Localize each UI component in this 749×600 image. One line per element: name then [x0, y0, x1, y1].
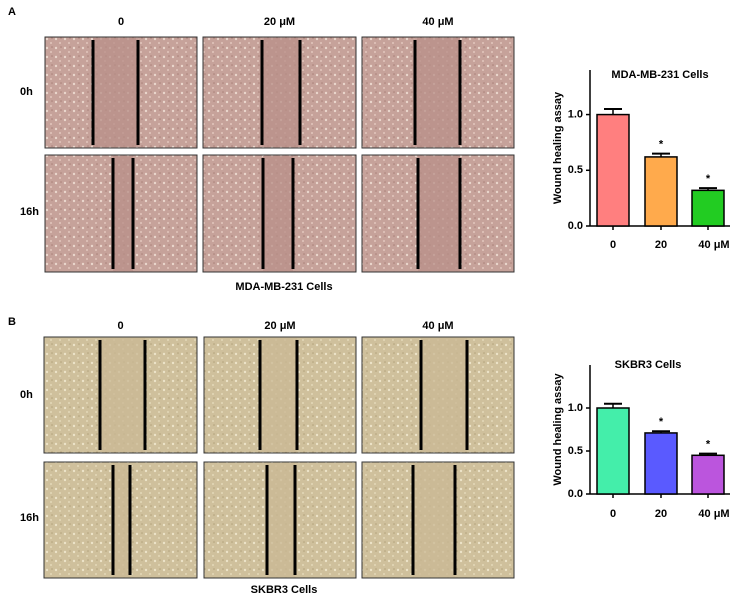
wound-gap	[100, 338, 145, 452]
panel-label: A	[8, 6, 16, 18]
y-axis-label: Wound healing assay	[552, 372, 564, 485]
wound-gap	[113, 463, 130, 577]
significance-mark: *	[659, 138, 664, 150]
column-header: 0	[118, 16, 124, 28]
x-tick-label: 20	[655, 508, 667, 520]
wound-gap	[262, 38, 300, 147]
wound-gap	[113, 156, 133, 271]
significance-mark: *	[706, 173, 711, 185]
wound-gap	[421, 338, 467, 452]
bar	[644, 156, 678, 227]
row-label: 0h	[20, 389, 33, 401]
row-label: 0h	[20, 86, 33, 98]
row-label: 16h	[20, 512, 39, 524]
wound-gap	[415, 38, 460, 147]
column-header: 0	[117, 320, 123, 332]
x-tick-label: 40 μM	[698, 508, 729, 520]
wound-gap	[260, 338, 297, 452]
significance-mark: *	[659, 416, 664, 428]
bar	[596, 113, 630, 227]
panel-caption: SKBR3 Cells	[251, 584, 318, 596]
y-axis-label: Wound healing assay	[552, 91, 564, 204]
bar	[596, 407, 630, 495]
y-tick-label: 0.0	[568, 220, 583, 232]
column-header: 40 μM	[422, 320, 453, 332]
wound-gap	[413, 463, 455, 577]
y-tick-label: 1.0	[568, 402, 583, 414]
wound-gap	[418, 156, 460, 271]
x-tick-label: 40 μM	[698, 239, 729, 251]
row-label: 16h	[20, 206, 39, 218]
y-tick-label: 0.5	[568, 445, 583, 457]
wound-gap	[267, 463, 295, 577]
column-header: 20 μM	[264, 320, 295, 332]
y-tick-label: 0.0	[568, 488, 583, 500]
bar	[691, 189, 725, 227]
panel-caption: MDA-MB-231 Cells	[235, 281, 332, 293]
y-tick-label: 1.0	[568, 108, 583, 120]
y-tick-label: 0.5	[568, 164, 583, 176]
chart-title: MDA-MB-231 Cells	[611, 69, 708, 81]
bar	[691, 454, 725, 495]
x-tick-label: 0	[610, 239, 616, 251]
wound-gap	[263, 156, 293, 271]
chart-title: SKBR3 Cells	[615, 359, 682, 371]
column-header: 20 μM	[264, 16, 295, 28]
bar	[644, 432, 678, 495]
x-tick-label: 20	[655, 239, 667, 251]
x-tick-label: 0	[610, 508, 616, 520]
wound-gap	[93, 38, 138, 147]
column-header: 40 μM	[422, 16, 453, 28]
significance-mark: *	[706, 438, 711, 450]
panel-label: B	[8, 316, 16, 328]
